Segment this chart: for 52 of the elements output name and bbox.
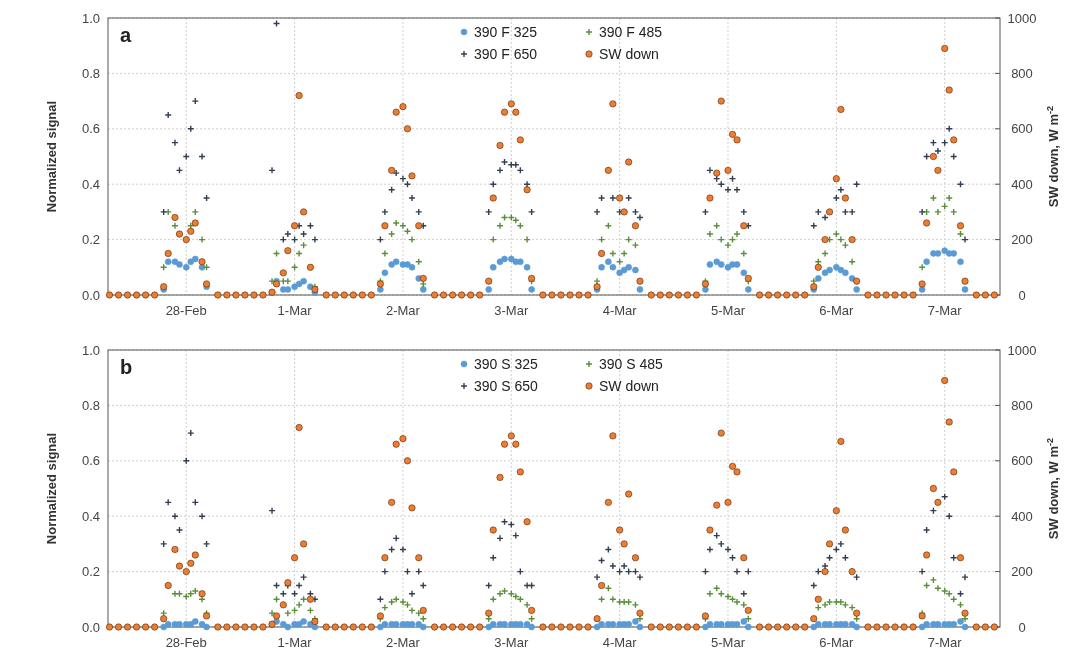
y-axis-title: Normalized signal xyxy=(44,432,59,545)
y2-tick-label: 200 xyxy=(1011,564,1033,580)
y2-tick-label: 0 xyxy=(1018,287,1026,303)
y-axis-title: Normalized signal xyxy=(44,100,59,213)
x-tick-label: 2-Mar xyxy=(385,303,421,318)
legend-label: SW down xyxy=(599,45,659,62)
x-tick-label: 4-Mar xyxy=(602,635,638,650)
y2-tick-label: 600 xyxy=(1011,453,1033,469)
legend-label: 390 F 325 xyxy=(474,23,538,40)
y-tick-label: 0.4 xyxy=(81,176,100,192)
legend-label: 390 F 485 xyxy=(599,23,663,40)
legend-label: 390 S 325 xyxy=(474,355,539,372)
legend-label: 390 F 650 xyxy=(474,45,538,62)
y-tick-label: 0.4 xyxy=(81,508,100,524)
x-tick-label: 1-Mar xyxy=(277,303,313,318)
x-tick-label: 7-Mar xyxy=(927,635,963,650)
y-tick-label: 1.0 xyxy=(81,342,100,358)
y-tick-label: 1.0 xyxy=(81,10,100,26)
x-tick-label: 3-Mar xyxy=(494,635,529,650)
chart-title: b xyxy=(120,356,133,378)
y2-tick-label: 1000 xyxy=(1007,10,1037,26)
y2-tick-label: 1000 xyxy=(1007,342,1037,358)
y2-tick-label: 600 xyxy=(1011,121,1033,137)
x-tick-label: 4-Mar xyxy=(602,303,638,318)
y2-tick-label: 800 xyxy=(1011,397,1033,413)
x-tick-label: 28-Feb xyxy=(165,635,207,650)
x-tick-label: 28-Feb xyxy=(165,303,207,318)
legend-label: 390 S 650 xyxy=(474,377,539,394)
x-tick-label: 6-Mar xyxy=(819,635,854,650)
legend-label: 390 S 485 xyxy=(599,355,664,372)
x-tick-label: 2-Mar xyxy=(385,635,421,650)
x-tick-label: 7-Mar xyxy=(927,303,963,318)
y2-tick-label: 800 xyxy=(1011,65,1033,81)
y-tick-label: 0.8 xyxy=(81,397,100,413)
y2-tick-label: 200 xyxy=(1011,232,1033,248)
x-tick-label: 6-Mar xyxy=(819,303,854,318)
y2-tick-label: 0 xyxy=(1018,619,1026,635)
y-tick-label: 0.0 xyxy=(81,619,100,635)
x-tick-label: 5-Mar xyxy=(711,635,746,650)
y-tick-label: 0.6 xyxy=(81,121,100,137)
x-tick-label: 1-Mar xyxy=(277,635,313,650)
y-tick-label: 0.8 xyxy=(81,65,100,81)
x-tick-label: 5-Mar xyxy=(711,303,746,318)
x-tick-label: 3-Mar xyxy=(494,303,529,318)
y-tick-label: 0.2 xyxy=(81,232,100,248)
y-tick-label: 0.0 xyxy=(81,287,100,303)
legend-label: SW down xyxy=(599,377,659,394)
y2-tick-label: 400 xyxy=(1011,508,1033,524)
y-tick-label: 0.6 xyxy=(81,453,100,469)
chart-title: a xyxy=(120,24,132,46)
y-tick-label: 0.2 xyxy=(81,564,100,580)
y2-tick-label: 400 xyxy=(1011,176,1033,192)
